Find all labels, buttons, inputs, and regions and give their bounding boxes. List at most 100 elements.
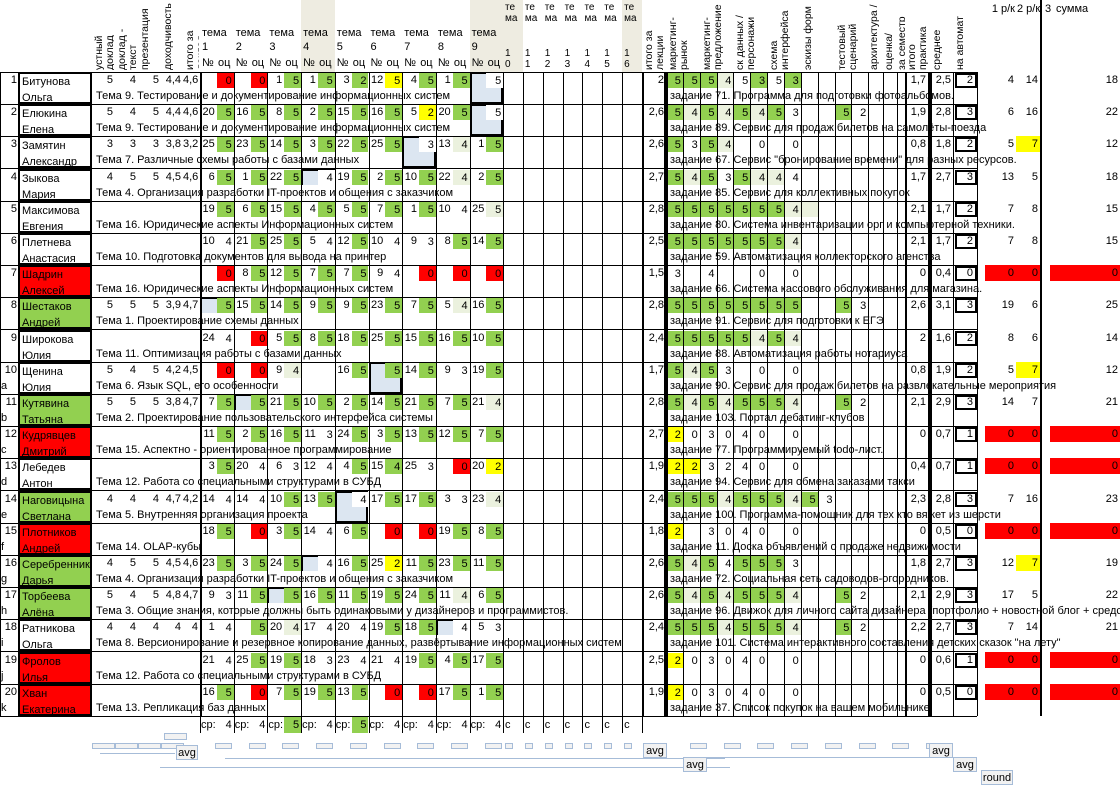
topic-grade[interactable]: 4 — [385, 459, 403, 475]
practice-score[interactable] — [801, 620, 818, 635]
topic-grade[interactable]: 4 — [225, 332, 232, 345]
practice-score[interactable] — [818, 234, 835, 249]
topic-grade[interactable]: 0 — [250, 330, 268, 346]
topic-grade[interactable]: 4 — [259, 461, 266, 474]
topic-grade[interactable]: 5 — [250, 169, 268, 185]
practice-score[interactable]: 5 — [834, 588, 852, 604]
topic-grade[interactable]: 5 — [317, 137, 335, 153]
topic-grade[interactable]: 3 — [225, 590, 232, 603]
practice-score[interactable]: 5 — [733, 298, 751, 314]
topic-grade[interactable]: 5 — [317, 588, 335, 604]
topic-grade[interactable]: 5 — [216, 298, 234, 314]
practice-score[interactable]: 5 — [767, 620, 784, 636]
student-name[interactable]: Плотников Андрей — [18, 522, 92, 555]
topic-grade[interactable]: 3 — [292, 461, 300, 474]
topic-grade[interactable]: 5 — [385, 330, 403, 346]
auto-grade[interactable]: 0 — [955, 684, 977, 700]
student-name[interactable]: Хван Екатерина — [18, 683, 92, 716]
student-name[interactable]: Кутявина Татьяна — [18, 394, 92, 426]
practice-score[interactable] — [767, 427, 784, 442]
topic-grade[interactable]: 5 — [351, 588, 369, 604]
topic-grade[interactable]: 5 — [351, 330, 369, 346]
practice-score[interactable]: 5 — [666, 169, 683, 185]
practice-score[interactable]: 3 — [783, 73, 801, 88]
practice-score[interactable] — [835, 556, 852, 571]
topic-grade[interactable]: 5 — [385, 588, 403, 604]
practice-score[interactable]: 5 — [699, 234, 717, 249]
practice-score[interactable]: 5 — [750, 201, 768, 217]
practice-score[interactable]: 2 — [666, 427, 683, 443]
practice-score[interactable]: 4 — [742, 654, 749, 667]
practice-score[interactable] — [835, 331, 852, 346]
topic-grade[interactable]: 5 — [284, 427, 302, 443]
practice-score[interactable]: 5 — [767, 201, 784, 217]
topic-grade[interactable]: 5 — [317, 266, 335, 282]
practice-score[interactable] — [835, 202, 852, 217]
topic-grade[interactable]: 5 — [216, 427, 234, 443]
practice-score[interactable] — [767, 685, 784, 700]
topic-grade[interactable]: 5 — [216, 395, 234, 410]
practice-score[interactable]: 4 — [767, 169, 784, 185]
practice-score[interactable]: 2 — [860, 590, 867, 603]
practice-score[interactable]: 5 — [699, 556, 717, 571]
practice-score[interactable]: 5 — [682, 73, 700, 88]
practice-score[interactable]: 4 — [708, 268, 715, 281]
topic-grade[interactable]: 5 — [250, 395, 268, 410]
practice-score[interactable] — [683, 524, 700, 539]
topic-grade[interactable]: 5 — [317, 491, 335, 507]
topic-grade[interactable]: 5 — [419, 298, 436, 314]
practice-score[interactable]: 5 — [733, 620, 751, 636]
practice-score[interactable]: 4 — [716, 491, 734, 507]
topic-grade[interactable]: 0 — [216, 73, 234, 88]
topic-grade[interactable]: 5 — [317, 395, 335, 410]
topic-grade[interactable]: 5 — [284, 137, 302, 153]
topic-grade[interactable]: 5 — [317, 298, 335, 314]
practice-score[interactable]: 0 — [725, 654, 732, 667]
practice-score[interactable] — [835, 685, 852, 700]
practice-score[interactable]: 3 — [725, 364, 732, 377]
practice-score[interactable]: 4 — [792, 171, 799, 184]
practice-score[interactable]: 0 — [792, 461, 799, 474]
practice-score[interactable]: 0 — [792, 525, 799, 538]
practice-score[interactable]: 5 — [666, 395, 683, 410]
practice-score[interactable]: 2 — [666, 684, 683, 700]
topic-grade[interactable]: 4 — [326, 461, 333, 474]
topic-grade[interactable]: 5 — [351, 395, 369, 410]
auto-grade[interactable]: 2 — [955, 362, 977, 378]
practice-score[interactable] — [818, 556, 835, 571]
topic-grade[interactable]: 0 — [385, 523, 403, 539]
topic-grade[interactable]: 4 — [225, 236, 232, 248]
student-name[interactable]: Елюкина Елена — [18, 104, 92, 137]
auto-grade[interactable]: 2 — [955, 234, 977, 249]
practice-score[interactable]: 5 — [699, 395, 717, 410]
topic-grade[interactable]: 5 — [284, 330, 302, 346]
practice-score[interactable]: 2 — [666, 652, 683, 668]
topic-grade[interactable]: 5 — [284, 169, 302, 185]
practice-score[interactable]: 4 — [750, 105, 768, 121]
practice-score[interactable]: 5 — [666, 234, 683, 249]
practice-score[interactable]: 3 — [725, 171, 732, 184]
topic-grade[interactable]: 5 — [284, 73, 302, 88]
practice-score[interactable]: 4 — [682, 105, 700, 121]
topic-grade[interactable]: 5 — [284, 652, 302, 668]
topic-grade[interactable]: 5 — [385, 362, 403, 378]
practice-score[interactable] — [835, 427, 852, 442]
topic-grade[interactable]: 5 — [317, 201, 335, 217]
practice-score[interactable]: 4 — [783, 491, 801, 507]
topic-grade[interactable]: 5 — [419, 169, 436, 185]
topic-grade[interactable]: 4 — [225, 493, 232, 506]
topic-grade[interactable]: 5 — [317, 105, 335, 121]
student-name[interactable]: Шадрин Алексей — [18, 265, 92, 298]
topic-grade[interactable]: 5 — [216, 201, 234, 217]
topic-grade[interactable]: 5 — [250, 137, 268, 153]
practice-score[interactable]: 4 — [682, 362, 700, 378]
topic-grade[interactable]: 5 — [419, 201, 436, 217]
practice-score[interactable]: 5 — [699, 201, 717, 217]
practice-score[interactable]: 4 — [716, 620, 734, 636]
practice-score[interactable]: 3 — [792, 558, 799, 570]
practice-score[interactable] — [801, 427, 818, 442]
practice-score[interactable]: 5 — [750, 556, 768, 571]
practice-score[interactable]: 5 — [834, 105, 852, 121]
topic-grade[interactable]: 5 — [216, 459, 234, 475]
practice-score[interactable] — [835, 170, 852, 185]
